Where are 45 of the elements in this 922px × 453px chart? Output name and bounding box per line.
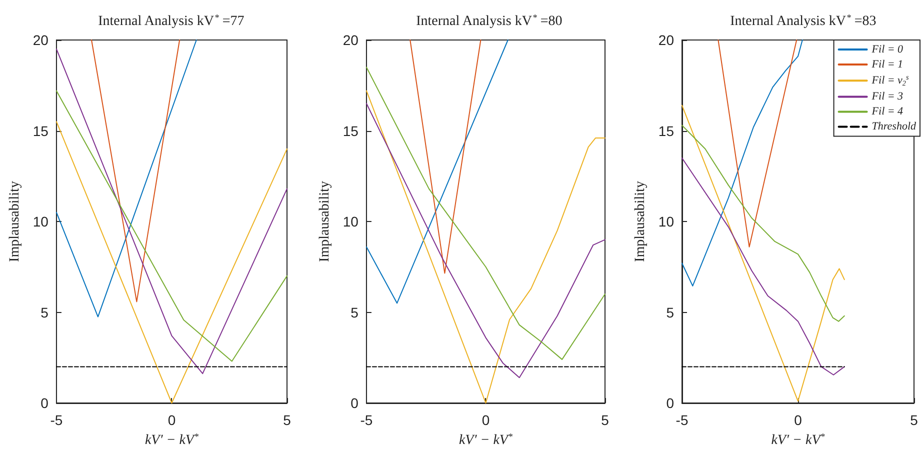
y-tick-label: 5 [666,304,674,320]
y-axis-title: Implausability [633,181,648,262]
x-tick-label: 5 [601,412,610,428]
x-tick-label: -5 [360,412,373,428]
x-tick-label: 5 [283,412,292,428]
x-tick-label: 0 [794,412,802,428]
y-tick-label: 15 [342,122,359,139]
x-axis-title: kV′ − kV* [144,431,199,448]
y-axis-title: Implausability [8,181,22,262]
line-series [56,48,288,374]
chart-title: Internal Analysis kV* =77 [98,12,244,29]
legend-label: Fil = 3 [870,90,904,103]
x-tick-label: -5 [676,412,688,428]
y-tick-label: 10 [342,214,359,230]
y-tick-label: 5 [350,304,359,320]
line-series [682,124,845,322]
line-series [682,40,803,286]
y-tick-label: 20 [658,32,674,48]
y-tick-label: 0 [666,395,674,411]
y-tick-label: 5 [40,304,49,320]
y-tick-label: 20 [32,32,49,48]
legend-label: Fil = 1 [870,58,904,70]
legend-label: Fil = 0 [870,44,904,56]
y-tick-label: 10 [658,214,674,230]
legend-label: Threshold [872,120,916,133]
y-tick-label: 0 [350,395,359,411]
line-series [682,157,845,376]
chart-title: Internal Analysis kV* =83 [730,12,876,29]
x-tick-label: 0 [482,412,490,428]
x-tick-label: 0 [168,412,176,428]
legend-label: Fil = 4 [870,106,904,118]
line-series [56,90,288,362]
y-tick-label: 15 [32,122,49,139]
x-tick-label: -5 [50,412,63,428]
line-series [366,66,606,360]
x-axis-title: kV′ − kV* [458,431,513,448]
chart-title: Internal Analysis kV* =80 [416,12,562,29]
y-tick-label: 20 [342,32,359,48]
y-axis-title: Implausability [318,181,332,262]
x-tick-label: 5 [910,412,918,428]
y-tick-label: 15 [658,122,674,139]
x-axis-title: kV′ − kV* [771,431,826,448]
y-tick-label: 0 [40,395,49,411]
y-tick-label: 10 [32,214,49,230]
line-series [682,104,845,402]
